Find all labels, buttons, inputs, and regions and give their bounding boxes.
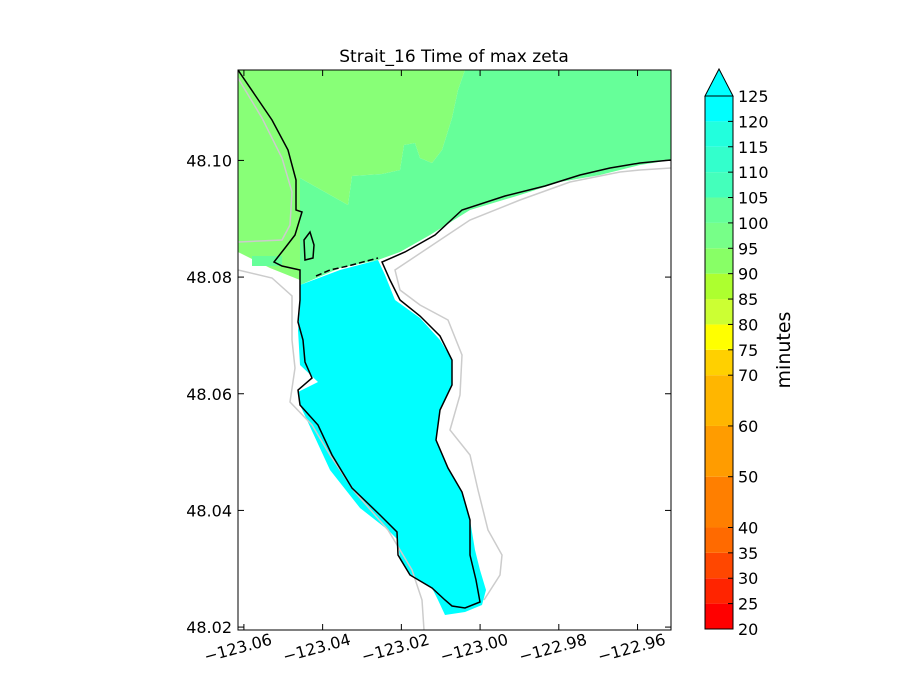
y-tick-label: 48.08 <box>186 268 232 287</box>
colorbar-segment <box>705 552 733 579</box>
colorbar: 20 25 30 35 40 50 60 70 75 80 85 90 95 100 105 110 115 12… <box>704 67 769 639</box>
colorbar-segment <box>705 527 733 553</box>
y-tick-label: 48.04 <box>186 501 232 520</box>
colorbar-segment <box>705 299 733 325</box>
region-harbor <box>298 260 486 615</box>
y-tick-label: 48.10 <box>186 151 232 170</box>
y-tick-label: 48.06 <box>186 385 232 404</box>
x-tick-label: −123.02 <box>359 630 431 666</box>
colorbar-tick-label: 85 <box>738 290 758 309</box>
colorbar-tick-label: 30 <box>738 569 758 588</box>
colorbar-tick-label: 70 <box>738 366 758 385</box>
colorbar-frame <box>704 96 734 630</box>
island <box>303 230 315 261</box>
colorbar-tick-label: 115 <box>738 138 769 157</box>
x-tick-label: −122.96 <box>596 630 668 666</box>
colorbar-segment <box>705 222 733 249</box>
colorbar-tick-label: 35 <box>738 544 758 563</box>
colorbar-segment <box>705 603 733 629</box>
region-strait-east <box>300 70 671 285</box>
colorbar-segment <box>705 425 733 477</box>
x-tick-label: −123.00 <box>438 630 510 666</box>
colorbar-segment <box>705 121 733 147</box>
colorbar-segment <box>705 248 733 274</box>
colorbar-extend-arrow <box>704 67 734 97</box>
colorbar-tick-label: 75 <box>738 341 758 360</box>
colorbar-tick-label: 80 <box>738 315 758 334</box>
colorbar-label: minutes <box>773 312 795 389</box>
colorbar-segment <box>705 172 733 198</box>
coastline <box>238 70 671 609</box>
y-axis: 48.02 48.04 48.06 48.08 48.10 <box>186 151 671 637</box>
colorbar-tick-label: 125 <box>738 87 769 106</box>
colorbar-segment <box>705 578 733 604</box>
colorbar-segment <box>705 273 733 300</box>
map-layer <box>238 70 671 630</box>
region-strait-west <box>238 70 465 280</box>
axes-frame <box>237 69 672 631</box>
x-tick-label: −122.98 <box>517 630 589 666</box>
grey-contour <box>238 77 671 630</box>
y-tick-label: 48.02 <box>186 618 232 637</box>
colorbar-tick-label: 40 <box>738 518 758 537</box>
colorbar-tick-label: 120 <box>738 112 769 131</box>
colorbar-segment <box>705 375 733 426</box>
region-stub <box>252 256 282 266</box>
x-tick-label: −123.04 <box>281 630 353 666</box>
colorbar-tick-label: 95 <box>738 239 758 258</box>
spit <box>315 257 379 277</box>
colorbar-tick-label: 90 <box>738 265 758 284</box>
colorbar-segment <box>705 96 733 122</box>
colorbar-tick-label: 50 <box>738 468 758 487</box>
colorbar-segment <box>705 197 733 223</box>
chart-title: Strait_16 Time of max zeta <box>339 47 569 67</box>
colorbar-tick-label: 60 <box>738 417 758 436</box>
colorbar-tick-label: 110 <box>738 163 769 182</box>
colorbar-tick-label: 20 <box>738 620 758 639</box>
colorbar-segment <box>705 349 733 376</box>
colorbar-segment <box>705 324 733 350</box>
colorbar-tick-label: 100 <box>738 214 769 233</box>
colorbar-segment <box>705 146 733 173</box>
colorbar-tick-label: 25 <box>738 595 758 614</box>
colorbar-segment <box>705 476 733 528</box>
colorbar-tick-label: 105 <box>738 189 769 208</box>
